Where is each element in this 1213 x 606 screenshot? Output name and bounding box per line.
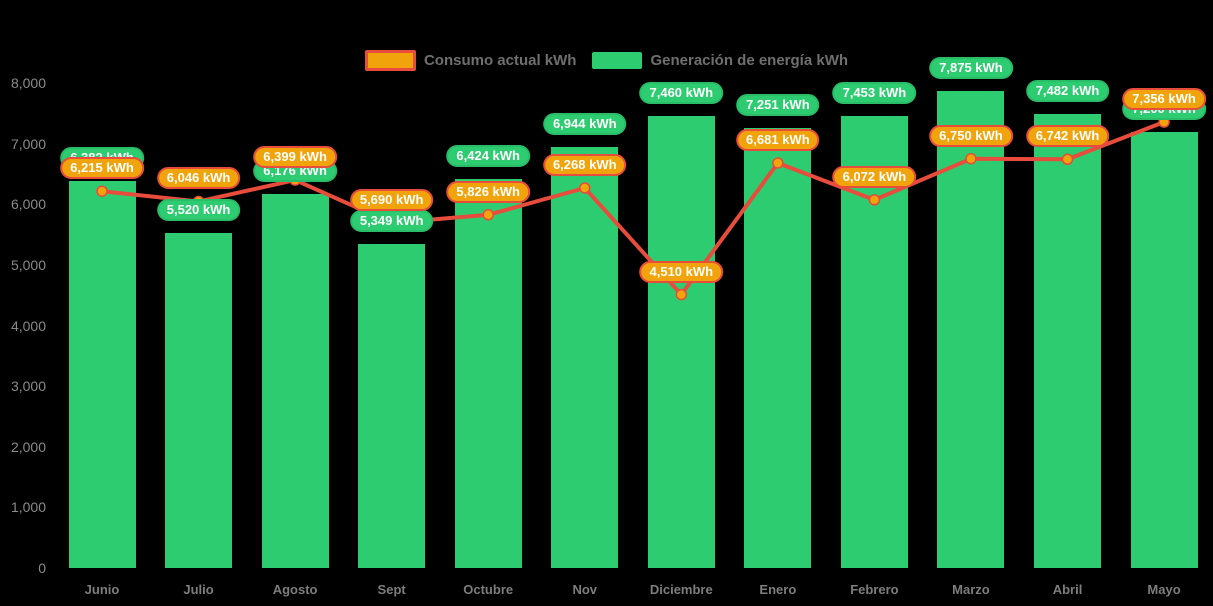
consumption-value-label: 7,356 kWh (1122, 88, 1206, 111)
consumption-point (579, 182, 591, 194)
x-axis-month-label: Diciembre (649, 582, 713, 597)
consumption-value-label: 6,681 kWh (736, 128, 820, 151)
y-axis-tick-label: 5,000 (10, 256, 46, 273)
generation-bar (1034, 114, 1101, 568)
consumption-value-label: 5,826 kWh (446, 180, 530, 203)
x-axis-month-label: Febrero (850, 582, 899, 597)
x-axis-month-label: Nov (572, 582, 598, 597)
y-axis-tick-label: 4,000 (10, 317, 46, 334)
y-axis-tick-label: 2,000 (10, 438, 46, 455)
generation-value-label: 7,482 kWh (1025, 80, 1110, 103)
consumption-point (96, 185, 108, 197)
consumption-point (868, 194, 881, 206)
generation-value-label: 7,251 kWh (736, 94, 820, 117)
x-axis-month-label: Sept (377, 582, 406, 597)
x-axis-month-label: Julio (183, 582, 214, 597)
generation-bar (744, 128, 812, 568)
consumption-value-label: 6,750 kWh (929, 124, 1013, 147)
legend-label-generacion: Generación de energía kWh (650, 52, 849, 69)
y-axis-tick-label: 3,000 (10, 378, 46, 395)
consumption-point (965, 153, 977, 165)
consumption-line (101, 120, 1165, 297)
generation-bar (1130, 131, 1198, 568)
generation-bar (261, 193, 329, 568)
legend-label-consumo: Consumo actual kWh (423, 52, 577, 69)
x-axis-month-label: Mayo (1147, 582, 1181, 597)
consumption-value-label: 6,072 kWh (832, 165, 917, 188)
generation-bar (358, 243, 426, 568)
x-axis-month-label: Abril (1052, 582, 1083, 597)
generation-value-label: 5,520 kWh (156, 199, 241, 222)
generation-value-label: 5,349 kWh (349, 209, 434, 232)
generation-bar (454, 178, 522, 568)
generation-value-label: 6,424 kWh (446, 144, 530, 167)
chart-legend: Consumo actual kWh Generación de energía… (0, 50, 1213, 71)
x-axis-month-label: Agosto (272, 582, 318, 597)
consumption-value-label: 5,690 kWh (349, 189, 434, 212)
consumption-value-label: 6,742 kWh (1025, 125, 1110, 148)
consumo-legend-swatch-icon (364, 50, 416, 71)
consumption-point (675, 288, 688, 301)
generation-bar (551, 147, 619, 568)
generation-value-label: 7,460 kWh (639, 81, 724, 104)
generacion-legend-swatch-icon (592, 52, 643, 69)
generation-bar (68, 181, 136, 568)
generation-bar (165, 233, 233, 568)
x-axis-month-label: Octubre (463, 582, 514, 597)
y-axis-tick-label: 7,000 (10, 135, 46, 152)
consumption-value-label: 6,399 kWh (253, 146, 337, 169)
legend-item-generacion[interactable]: Generación de energía kWh (592, 52, 848, 69)
y-axis-tick-label: 6,000 (10, 196, 46, 213)
consumption-point (772, 157, 784, 169)
y-axis-tick-label: 0 (38, 560, 46, 576)
x-axis-month-label: Enero (759, 582, 797, 597)
consumption-point (1061, 153, 1074, 166)
y-axis-tick-label: 1,000 (10, 499, 46, 516)
generation-value-label: 6,944 kWh (542, 113, 627, 136)
consumption-value-label: 6,268 kWh (542, 154, 627, 176)
generation-value-label: 7,875 kWh (929, 56, 1013, 79)
x-axis-month-label: Junio (84, 582, 120, 597)
consumption-value-label: 6,215 kWh (60, 157, 144, 180)
x-axis-month-label: Marzo (952, 582, 990, 597)
generation-bar (647, 115, 715, 568)
y-axis-tick-label: 8,000 (10, 75, 46, 91)
consumption-value-label: 4,510 kWh (639, 260, 724, 283)
consumption-value-label: 6,046 kWh (156, 167, 241, 190)
generation-value-label: 7,453 kWh (832, 82, 917, 105)
legend-item-consumo[interactable]: Consumo actual kWh (364, 50, 577, 71)
consumption-point (482, 209, 494, 221)
